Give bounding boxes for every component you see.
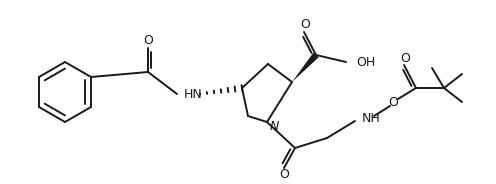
- Polygon shape: [292, 53, 318, 82]
- Text: NH: NH: [362, 112, 381, 125]
- Text: O: O: [388, 96, 398, 109]
- Text: O: O: [300, 19, 310, 31]
- Text: O: O: [400, 52, 410, 65]
- Text: OH: OH: [356, 56, 375, 68]
- Text: N: N: [270, 121, 279, 134]
- Text: O: O: [143, 35, 153, 47]
- Text: O: O: [279, 169, 289, 181]
- Text: HN: HN: [184, 88, 203, 100]
